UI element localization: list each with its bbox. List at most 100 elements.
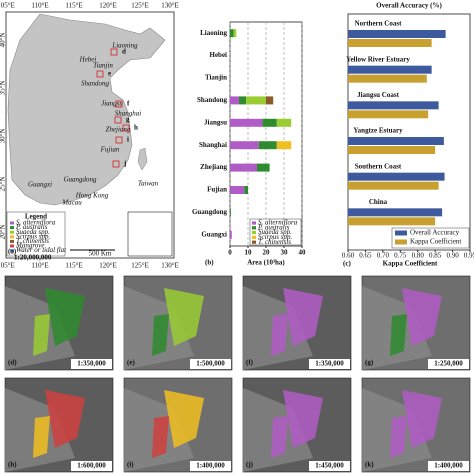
region-label: Shandong: [81, 80, 110, 88]
panel-label: (b): [205, 259, 214, 267]
scale-box: [309, 359, 350, 369]
vegetation: [164, 390, 204, 448]
vegetation: [33, 314, 50, 356]
vegetation: [402, 288, 442, 346]
scale-label: 1:400,000: [434, 462, 463, 470]
panel-label: (d): [8, 359, 17, 367]
scale-box: [428, 359, 469, 369]
bar-segment: [230, 230, 232, 239]
x-tick-label: 0.65: [359, 252, 372, 260]
site-box: [112, 160, 120, 168]
scale-label: 1:500,000: [196, 360, 225, 368]
bar: [348, 74, 427, 83]
lon-label: 120°E: [99, 2, 117, 10]
panel-label: (f): [246, 359, 254, 367]
region-label: Jiangsu: [101, 100, 123, 108]
bar: [348, 39, 432, 47]
lon-label: 105°E: [0, 262, 15, 270]
x-tick-label: 0.90: [446, 252, 459, 260]
site-label: e: [108, 70, 111, 78]
legend-label: Scirpus spp.: [258, 233, 292, 241]
site-box: [114, 116, 122, 124]
bar: [348, 181, 439, 190]
region-label: Zhejiang: [106, 126, 131, 134]
category-label: Liaoning: [200, 29, 227, 37]
bar: [348, 208, 443, 217]
site-label: f: [127, 100, 130, 108]
lon-label: 130°E: [161, 2, 179, 10]
scale-box: [190, 461, 231, 471]
legend-swatch: [10, 221, 14, 225]
bar-segment: [276, 118, 292, 127]
vegetation: [45, 288, 85, 346]
bar: [348, 172, 445, 181]
bar-segment: [230, 118, 263, 127]
category-label: Northern Coast: [355, 20, 403, 28]
panel-label: (c): [343, 260, 351, 268]
legend-title: Legend: [25, 213, 47, 221]
category-label: Jiangsu: [204, 118, 227, 126]
region-label: Liaoning: [111, 42, 138, 50]
bar-segment: [230, 208, 231, 217]
legend-box: [391, 227, 470, 249]
category-label: Southern Coast: [355, 162, 402, 170]
legend-label: Suaeda spp.: [258, 228, 292, 236]
bar: [348, 30, 446, 38]
lon-label: 110°E: [31, 2, 48, 10]
region-label: Tianjin: [93, 62, 113, 70]
bar-segment: [276, 141, 292, 150]
bar: [348, 146, 436, 154]
legend-label: P. australis: [257, 223, 290, 231]
scale-label: 1:450,000: [315, 462, 344, 470]
legend-swatch: [10, 239, 14, 243]
legend-swatch: [10, 230, 14, 234]
legend-swatch: [252, 231, 256, 235]
panel-label: (g): [365, 359, 374, 367]
bar-segment: [230, 141, 259, 150]
category-label: Shandong: [197, 96, 227, 104]
scale-bar-label: 500 Km: [89, 250, 112, 258]
bar-segment: [246, 96, 266, 105]
x-tick-label: 0.85: [429, 252, 442, 260]
legend-swatch: [10, 226, 14, 230]
map-scale: 1:20,000,000: [14, 254, 52, 262]
category-label: Tianjin: [205, 74, 227, 82]
region-label: Guangxi: [28, 181, 52, 189]
x-tick-label: 0.60: [342, 252, 355, 260]
lat-label: 25°N: [0, 177, 7, 192]
lon-label: 115°E: [65, 262, 82, 270]
lon-label: 130°E: [161, 262, 179, 270]
panel-label: (h): [8, 461, 17, 469]
legend-swatch: [395, 239, 407, 245]
scale-label: 1:600,000: [77, 462, 106, 470]
legend-swatch: [252, 240, 256, 244]
scale-label: 1:400,000: [196, 462, 225, 470]
panel-label: (i): [127, 461, 134, 469]
scale-box: [190, 359, 231, 369]
legend-label: T. chinensis: [16, 237, 49, 245]
bar: [348, 65, 432, 74]
site-label: h: [134, 124, 138, 132]
legend-swatch: [252, 226, 256, 230]
land: [7, 13, 166, 206]
lat-label: 20°N: [0, 225, 7, 240]
legend-box: [249, 218, 302, 246]
vegetation: [271, 416, 288, 458]
panel-label: (e): [127, 359, 135, 367]
lon-label: 125°E: [131, 2, 149, 10]
region-label: Shanghai: [115, 110, 142, 118]
inset: [127, 211, 173, 257]
legend-label: P. australis: [15, 223, 48, 231]
bar-segment: [233, 29, 237, 38]
bar-segment: [266, 96, 274, 105]
bar-segment: [230, 96, 239, 105]
taiwan-land: [137, 147, 148, 171]
lat-label: 35°N: [0, 81, 7, 96]
category-label: Yellow River Estuary: [346, 55, 410, 63]
site-label: i: [127, 136, 129, 144]
x-tick-label: 0.80: [412, 252, 425, 260]
legend-swatch: [10, 235, 14, 239]
site-box: [110, 48, 118, 56]
site-box: [115, 100, 123, 108]
legend-label: S. alterniflora: [258, 219, 298, 227]
